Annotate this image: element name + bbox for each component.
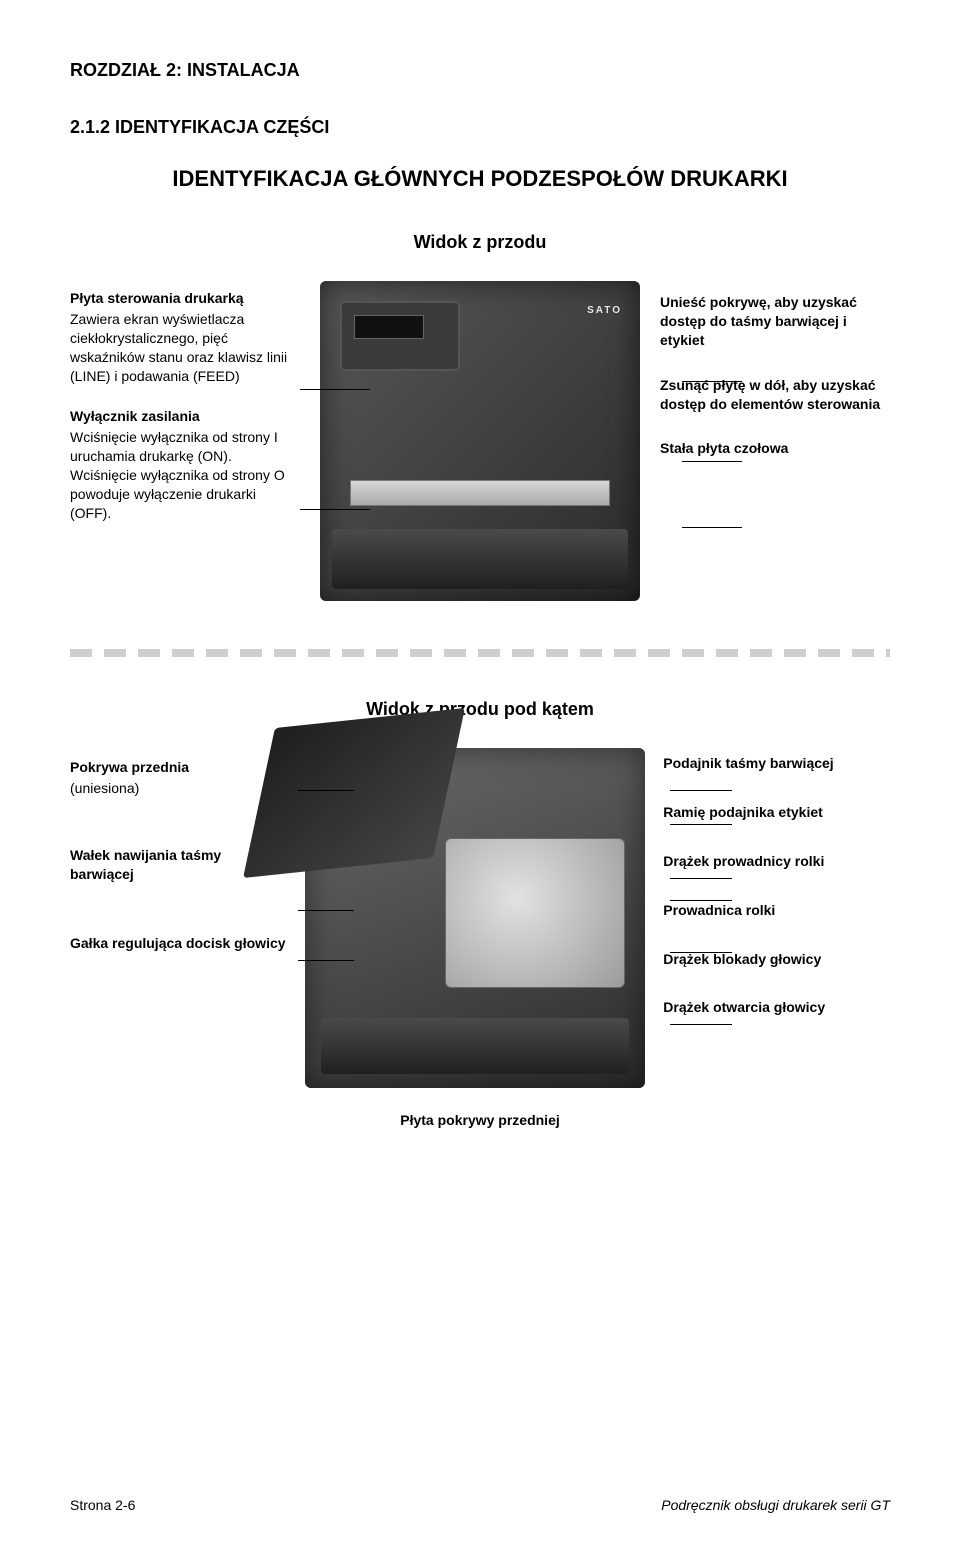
label-ribbon-feeder-title: Podajnik taśmy barwiącej bbox=[663, 754, 890, 773]
label-label-arm-title: Ramię podajnika etykiet bbox=[663, 803, 890, 822]
page-footer: Strona 2-6 Podręcznik obsługi drukarek s… bbox=[70, 1497, 890, 1513]
view1-diagram: Płyta sterowania drukarką Zawiera ekran … bbox=[70, 281, 890, 601]
label-lift-cover-text: Unieść pokrywę, aby uzyskać dostęp do ta… bbox=[660, 293, 890, 350]
label-control-panel: Płyta sterowania drukarką Zawiera ekran … bbox=[70, 289, 300, 385]
leader-line bbox=[670, 900, 732, 901]
label-roll-guide-title: Prowadnica rolki bbox=[663, 901, 890, 920]
leader-line bbox=[298, 960, 354, 961]
section-separator bbox=[70, 649, 890, 657]
leader-line bbox=[298, 790, 354, 791]
view1-title: Widok z przodu bbox=[70, 232, 890, 253]
label-front-plate-text: Stała płyta czołowa bbox=[660, 439, 890, 458]
leader-line bbox=[682, 461, 742, 462]
label-roll-guide: Prowadnica rolki bbox=[663, 901, 890, 922]
printer-angle-image bbox=[305, 748, 645, 1088]
label-front-cover-desc: (uniesiona) bbox=[70, 779, 287, 798]
label-lift-cover: Unieść pokrywę, aby uzyskać dostęp do ta… bbox=[660, 293, 890, 352]
leader-line bbox=[670, 824, 732, 825]
leader-line bbox=[670, 878, 732, 879]
leader-line bbox=[300, 509, 370, 510]
label-front-cover: Pokrywa przednia (uniesiona) bbox=[70, 758, 287, 798]
label-front-cover-title: Pokrywa przednia bbox=[70, 758, 287, 777]
footer-page-number: Strona 2-6 bbox=[70, 1497, 135, 1513]
printer-slot bbox=[350, 480, 610, 506]
printer-base bbox=[332, 529, 628, 589]
label-roll-guide-rod: Drążek prowadnicy rolki bbox=[663, 852, 890, 873]
label-power-switch-title: Wyłącznik zasilania bbox=[70, 407, 300, 426]
chapter-heading: ROZDZIAŁ 2: INSTALACJA bbox=[70, 60, 890, 81]
section-heading: 2.1.2 IDENTYFIKACJA CZĘŚCI bbox=[70, 117, 890, 138]
label-power-switch: Wyłącznik zasilania Wciśnięcie wyłącznik… bbox=[70, 407, 300, 522]
leader-line bbox=[298, 910, 354, 911]
view2-image bbox=[305, 748, 645, 1088]
label-ribbon-feeder: Podajnik taśmy barwiącej bbox=[663, 754, 890, 775]
label-head-open-rod: Drążek otwarcia głowicy bbox=[663, 998, 890, 1019]
label-head-pressure-knob-title: Gałka regulująca docisk głowicy bbox=[70, 934, 287, 953]
label-power-switch-desc: Wciśnięcie wyłącznika od strony I urucha… bbox=[70, 428, 300, 522]
printer-front-image: SATO bbox=[320, 281, 640, 601]
label-head-open-rod-title: Drążek otwarcia głowicy bbox=[663, 998, 890, 1017]
leader-line bbox=[682, 381, 742, 382]
label-roll-guide-rod-title: Drążek prowadnicy rolki bbox=[663, 852, 890, 871]
leader-line bbox=[670, 790, 732, 791]
printer-panel bbox=[340, 301, 460, 371]
footer-manual-title: Podręcznik obsługi drukarek serii GT bbox=[661, 1497, 890, 1513]
label-front-cover-plate: Płyta pokrywy przedniej bbox=[70, 1112, 890, 1128]
label-control-panel-title: Płyta sterowania drukarką bbox=[70, 289, 300, 308]
leader-line bbox=[682, 527, 742, 528]
brand-label: SATO bbox=[587, 305, 622, 316]
printer-base-angle bbox=[321, 1018, 629, 1074]
view2-title: Widok z przodu pod kątem bbox=[70, 699, 890, 720]
view1-right-column: Unieść pokrywę, aby uzyskać dostęp do ta… bbox=[660, 281, 890, 460]
printer-mechanism bbox=[445, 838, 625, 988]
view1-image: SATO bbox=[318, 281, 642, 601]
label-control-panel-desc: Zawiera ekran wyświetlacza ciekłokrystal… bbox=[70, 310, 300, 386]
label-head-pressure-knob: Gałka regulująca docisk głowicy bbox=[70, 934, 287, 955]
leader-line bbox=[300, 389, 370, 390]
view1-left-column: Płyta sterowania drukarką Zawiera ekran … bbox=[70, 281, 300, 523]
leader-line bbox=[670, 952, 732, 953]
view2-diagram: Pokrywa przednia (uniesiona) Wałek nawij… bbox=[70, 748, 890, 1088]
label-label-arm: Ramię podajnika etykiet bbox=[663, 803, 890, 824]
label-front-plate: Stała płyta czołowa bbox=[660, 439, 890, 460]
view2-right-column: Podajnik taśmy barwiącej Ramię podajnika… bbox=[663, 748, 890, 1019]
leader-line bbox=[670, 1024, 732, 1025]
subsection-heading: IDENTYFIKACJA GŁÓWNYCH PODZESPOŁÓW DRUKA… bbox=[70, 166, 890, 192]
